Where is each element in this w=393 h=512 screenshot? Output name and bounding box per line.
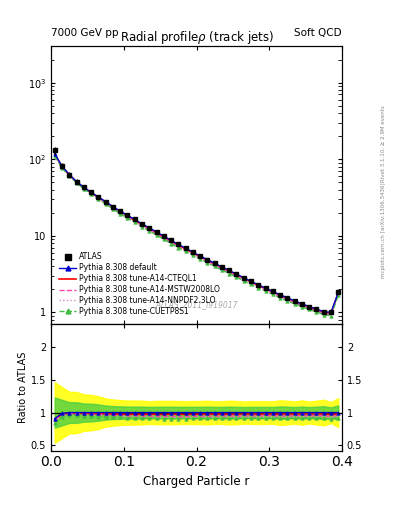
- Legend: ATLAS, Pythia 8.308 default, Pythia 8.308 tune-A14-CTEQL1, Pythia 8.308 tune-A14: ATLAS, Pythia 8.308 default, Pythia 8.30…: [58, 251, 222, 317]
- Text: mcplots.cern.ch [arXiv:1306.3436]: mcplots.cern.ch [arXiv:1306.3436]: [381, 183, 386, 278]
- Text: 7000 GeV pp: 7000 GeV pp: [51, 28, 119, 38]
- X-axis label: Charged Particle r: Charged Particle r: [143, 475, 250, 488]
- Y-axis label: Ratio to ATLAS: Ratio to ATLAS: [18, 352, 28, 423]
- Text: ATLAS_2011_I919017: ATLAS_2011_I919017: [155, 300, 238, 309]
- Text: Rivet 3.1.10, ≥ 2.9M events: Rivet 3.1.10, ≥ 2.9M events: [381, 105, 386, 182]
- Title: Radial profile$\rho$ (track jets): Radial profile$\rho$ (track jets): [119, 29, 274, 46]
- Text: Soft QCD: Soft QCD: [294, 28, 342, 38]
